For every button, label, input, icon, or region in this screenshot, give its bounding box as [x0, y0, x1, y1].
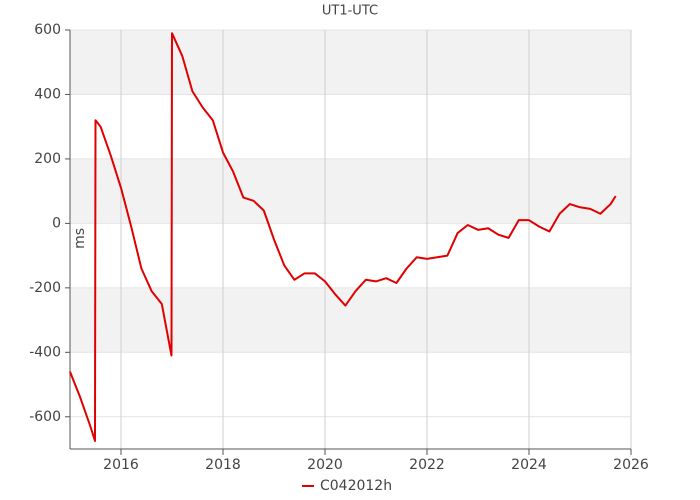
x-tick-label: 2024 — [511, 457, 547, 473]
legend-label: C042012h — [320, 478, 392, 494]
y-axis-label: ms — [72, 228, 88, 249]
x-tick-label: 2026 — [613, 457, 649, 473]
x-tick-label: 2020 — [307, 457, 343, 473]
y-tick-label: -600 — [29, 409, 61, 425]
chart-title: UT1-UTC — [322, 4, 378, 19]
x-tick-label: 2016 — [103, 457, 139, 473]
y-tick-label: 600 — [34, 22, 61, 38]
series-line — [69, 32, 617, 442]
y-tick-label: -200 — [29, 280, 61, 296]
y-tick-label: 400 — [34, 86, 61, 102]
y-tick-label: 200 — [34, 151, 61, 167]
band — [70, 158, 631, 224]
y-tick-label: -400 — [29, 344, 61, 360]
x-tick-label: 2018 — [205, 457, 241, 473]
y-tick-label: 0 — [52, 215, 61, 231]
band — [70, 30, 631, 95]
x-tick-label: 2022 — [409, 457, 445, 473]
